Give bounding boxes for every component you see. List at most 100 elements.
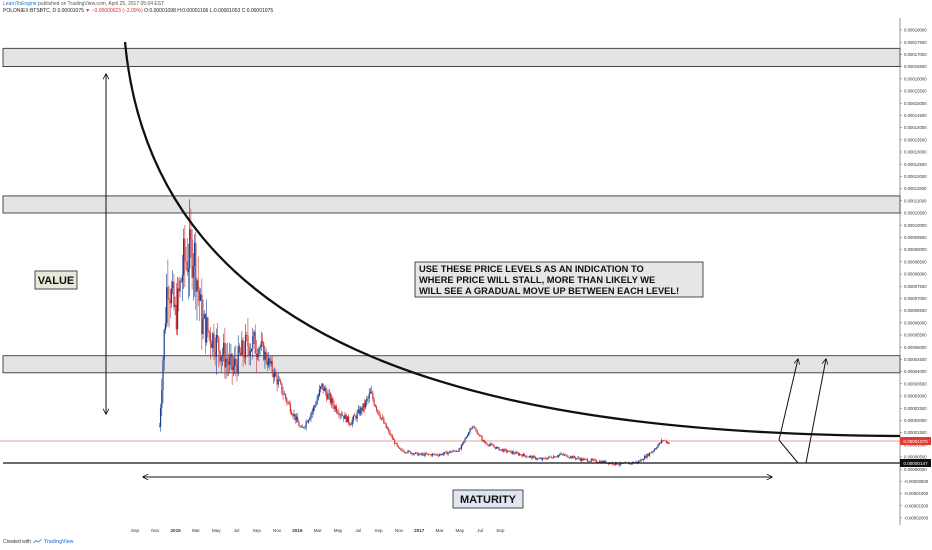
candle-body <box>288 402 290 405</box>
candle-body <box>397 445 399 448</box>
candle-body <box>572 456 574 459</box>
candle-body <box>602 461 604 463</box>
candle-body <box>528 456 530 457</box>
candle-body <box>213 333 215 353</box>
candle-body <box>511 451 513 454</box>
publish-line: LearnToEngine published on TradingView.c… <box>3 1 164 7</box>
y-tick-label: 0.00007500 <box>904 284 927 289</box>
candle-body <box>259 347 261 350</box>
candle-body <box>320 386 322 390</box>
candle-body <box>374 404 376 407</box>
candle-body <box>310 413 312 419</box>
candle-body <box>304 426 306 428</box>
candle-body <box>546 457 549 460</box>
candle-body <box>323 387 325 391</box>
candle-body <box>417 452 419 456</box>
candle-body <box>271 360 273 373</box>
candle-body <box>479 435 481 436</box>
x-tick-label: May <box>455 528 464 533</box>
candle-body <box>191 239 193 278</box>
candle-body <box>667 442 669 443</box>
candle-body <box>517 453 520 456</box>
candle-body <box>544 457 546 459</box>
candle-body <box>286 398 288 403</box>
candle-body <box>483 440 486 443</box>
candle-body <box>406 452 408 454</box>
candle-body <box>371 391 373 394</box>
candle-body <box>613 464 615 465</box>
candle-body <box>414 452 416 454</box>
candle-body <box>423 453 425 456</box>
candle-body <box>173 281 175 307</box>
candle-body <box>348 416 350 424</box>
x-tick-label: Mar <box>436 528 444 533</box>
candle-body <box>158 426 160 428</box>
candle-body <box>184 238 186 261</box>
tradingview-brand[interactable]: TradingView <box>44 539 74 545</box>
candle-body <box>594 459 596 461</box>
candle-body <box>505 449 507 452</box>
low-value: L:0.00001053 <box>209 8 241 14</box>
candle-body <box>346 416 349 423</box>
candle-body <box>482 440 484 441</box>
candle-body <box>174 304 176 307</box>
candle-body <box>494 447 497 449</box>
candle-body <box>292 414 294 417</box>
candle-body <box>648 452 651 456</box>
candle-body <box>486 443 488 445</box>
candle-body <box>209 332 211 344</box>
candle-body <box>253 331 255 337</box>
candle-body <box>333 404 335 409</box>
candle-body <box>290 412 293 415</box>
candle-body <box>506 451 509 453</box>
candle-body <box>422 453 424 455</box>
candle-body <box>377 409 379 412</box>
candle-body <box>508 450 510 452</box>
candle-body <box>190 229 192 240</box>
candle-body <box>519 454 521 456</box>
candle-body <box>520 454 522 456</box>
candle-body <box>248 346 250 356</box>
candle-body <box>183 238 185 276</box>
candle-body <box>503 449 505 452</box>
candle-body <box>525 455 527 457</box>
candle-body <box>352 415 355 420</box>
candle-body <box>238 346 241 353</box>
projection-dip-1 <box>778 439 799 464</box>
candle-body <box>590 459 592 462</box>
candle-body <box>275 371 277 377</box>
decay-curve <box>123 41 901 438</box>
candle-body <box>284 394 287 399</box>
y-tick-label: 0.00008500 <box>904 259 927 264</box>
candle-body <box>469 429 471 433</box>
author-link[interactable]: LearnToEngine <box>3 1 37 7</box>
candle-body <box>605 460 607 464</box>
y-tick-label: 0.00004000 <box>904 369 927 374</box>
y-tick-label: 0.00008000 <box>904 272 927 277</box>
candle-body <box>317 395 319 400</box>
candle-body <box>453 450 455 452</box>
candle-body <box>408 450 410 452</box>
candle-body <box>472 426 475 428</box>
candle-body <box>267 358 270 366</box>
candle-body <box>307 419 310 423</box>
candle-body <box>219 350 221 362</box>
candle-body <box>299 426 301 427</box>
candle-body <box>324 387 327 393</box>
candle-body <box>663 440 665 441</box>
candle-body <box>588 461 590 463</box>
candle-body <box>375 406 378 410</box>
candle-body <box>637 461 640 463</box>
candle-body <box>591 459 594 461</box>
candle-body <box>395 443 397 444</box>
candle-body <box>642 459 645 461</box>
candle-body <box>584 458 586 460</box>
candle-body <box>247 335 249 347</box>
candle-body <box>339 414 341 416</box>
y-tick-label: 0.00013500 <box>904 137 927 142</box>
candle-body <box>331 398 333 403</box>
candle-body <box>659 442 661 444</box>
candle-body <box>487 444 489 446</box>
candle-body <box>362 403 364 411</box>
